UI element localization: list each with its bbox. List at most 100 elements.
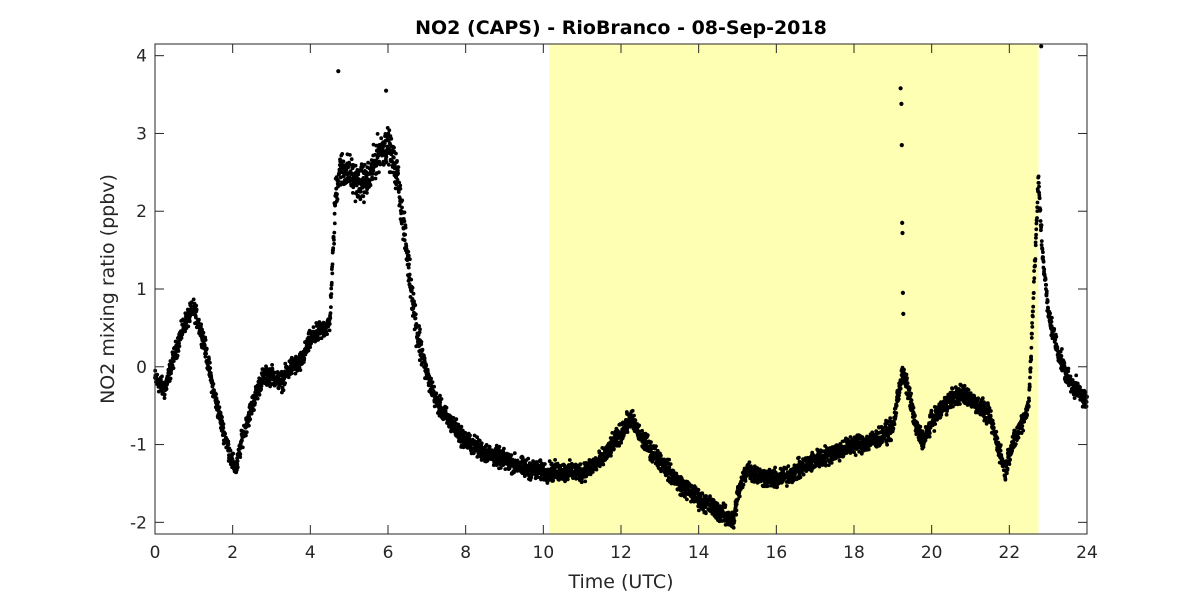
data-point: [991, 425, 996, 430]
data-point: [637, 423, 642, 428]
data-point: [891, 426, 896, 431]
data-point: [329, 295, 333, 299]
data-point: [885, 442, 889, 447]
data-point: [327, 322, 332, 326]
data-point: [655, 448, 660, 453]
data-point: [180, 331, 185, 336]
data-point: [668, 462, 673, 466]
data-point: [998, 443, 1003, 447]
data-point: [609, 453, 613, 458]
data-point: [327, 328, 332, 333]
data-point: [347, 160, 351, 165]
data-point: [654, 444, 658, 449]
data-point: [1036, 181, 1041, 185]
data-point: [731, 525, 736, 530]
data-markers: [153, 44, 1089, 530]
data-point: [208, 366, 213, 370]
data-point: [417, 324, 421, 328]
data-point: [329, 280, 334, 285]
data-point: [351, 191, 355, 195]
data-point: [419, 340, 424, 344]
data-point: [1039, 239, 1044, 244]
data-point: [1027, 398, 1031, 403]
data-point: [179, 336, 184, 340]
data-point: [632, 413, 636, 418]
data-point: [332, 238, 336, 242]
data-point: [413, 312, 418, 317]
data-point: [1030, 325, 1035, 329]
data-point: [349, 157, 354, 162]
data-point: [933, 422, 938, 426]
data-point: [366, 160, 370, 165]
data-point: [270, 363, 274, 367]
data-point: [579, 480, 584, 485]
data-point: [1028, 366, 1033, 371]
data-point: [402, 238, 407, 243]
data-point: [197, 317, 201, 322]
data-point: [547, 459, 552, 464]
data-point: [904, 372, 909, 377]
data-point: [353, 199, 358, 204]
data-point: [389, 136, 394, 141]
data-point: [199, 322, 204, 327]
data-point: [501, 450, 506, 455]
data-point: [403, 232, 407, 237]
data-point: [365, 191, 369, 195]
data-point: [837, 458, 842, 463]
data-point: [221, 422, 226, 426]
data-point: [311, 325, 316, 329]
data-point: [734, 512, 739, 517]
data-point: [894, 404, 899, 408]
data-point: [512, 451, 517, 456]
data-point: [1044, 289, 1049, 294]
data-point: [244, 433, 248, 438]
data-point: [594, 467, 599, 472]
data-point: [375, 132, 380, 136]
data-point: [723, 503, 728, 508]
data-point: [543, 462, 547, 466]
data-point: [911, 405, 916, 410]
data-point: [189, 300, 194, 305]
data-point: [958, 402, 962, 406]
data-point: [1046, 306, 1050, 310]
data-point: [988, 414, 993, 419]
data-point: [669, 481, 674, 486]
data-point: [1039, 243, 1044, 247]
data-point: [332, 221, 337, 226]
data-point: [298, 368, 303, 372]
data-point: [286, 375, 291, 380]
data-point: [708, 494, 712, 499]
data-point: [223, 431, 228, 436]
data-point: [590, 470, 595, 474]
data-point: [368, 183, 373, 188]
data-point: [866, 447, 871, 452]
data-point: [187, 319, 192, 324]
data-point: [1031, 309, 1035, 314]
data-point: [700, 491, 705, 496]
data-point: [353, 163, 358, 168]
data-point: [1031, 296, 1036, 300]
data-point: [1026, 404, 1031, 409]
data-point: [283, 381, 287, 385]
data-point: [248, 417, 253, 422]
data-point: [177, 344, 182, 349]
data-point: [204, 351, 209, 356]
data-point: [207, 357, 211, 361]
data-point: [479, 441, 484, 446]
data-point: [468, 433, 472, 438]
data-point: [371, 168, 376, 173]
data-point: [1032, 276, 1037, 281]
data-point: [905, 376, 909, 380]
data-point: [328, 316, 333, 320]
data-point: [203, 354, 208, 359]
data-point: [362, 162, 367, 167]
data-point: [1013, 442, 1018, 446]
data-point: [257, 392, 262, 397]
data-point: [1045, 299, 1050, 304]
data-point: [1034, 227, 1039, 232]
data-point: [1030, 331, 1034, 336]
data-point: [734, 502, 739, 507]
data-point: [183, 329, 188, 334]
data-point: [155, 372, 160, 377]
data-point: [649, 440, 653, 444]
